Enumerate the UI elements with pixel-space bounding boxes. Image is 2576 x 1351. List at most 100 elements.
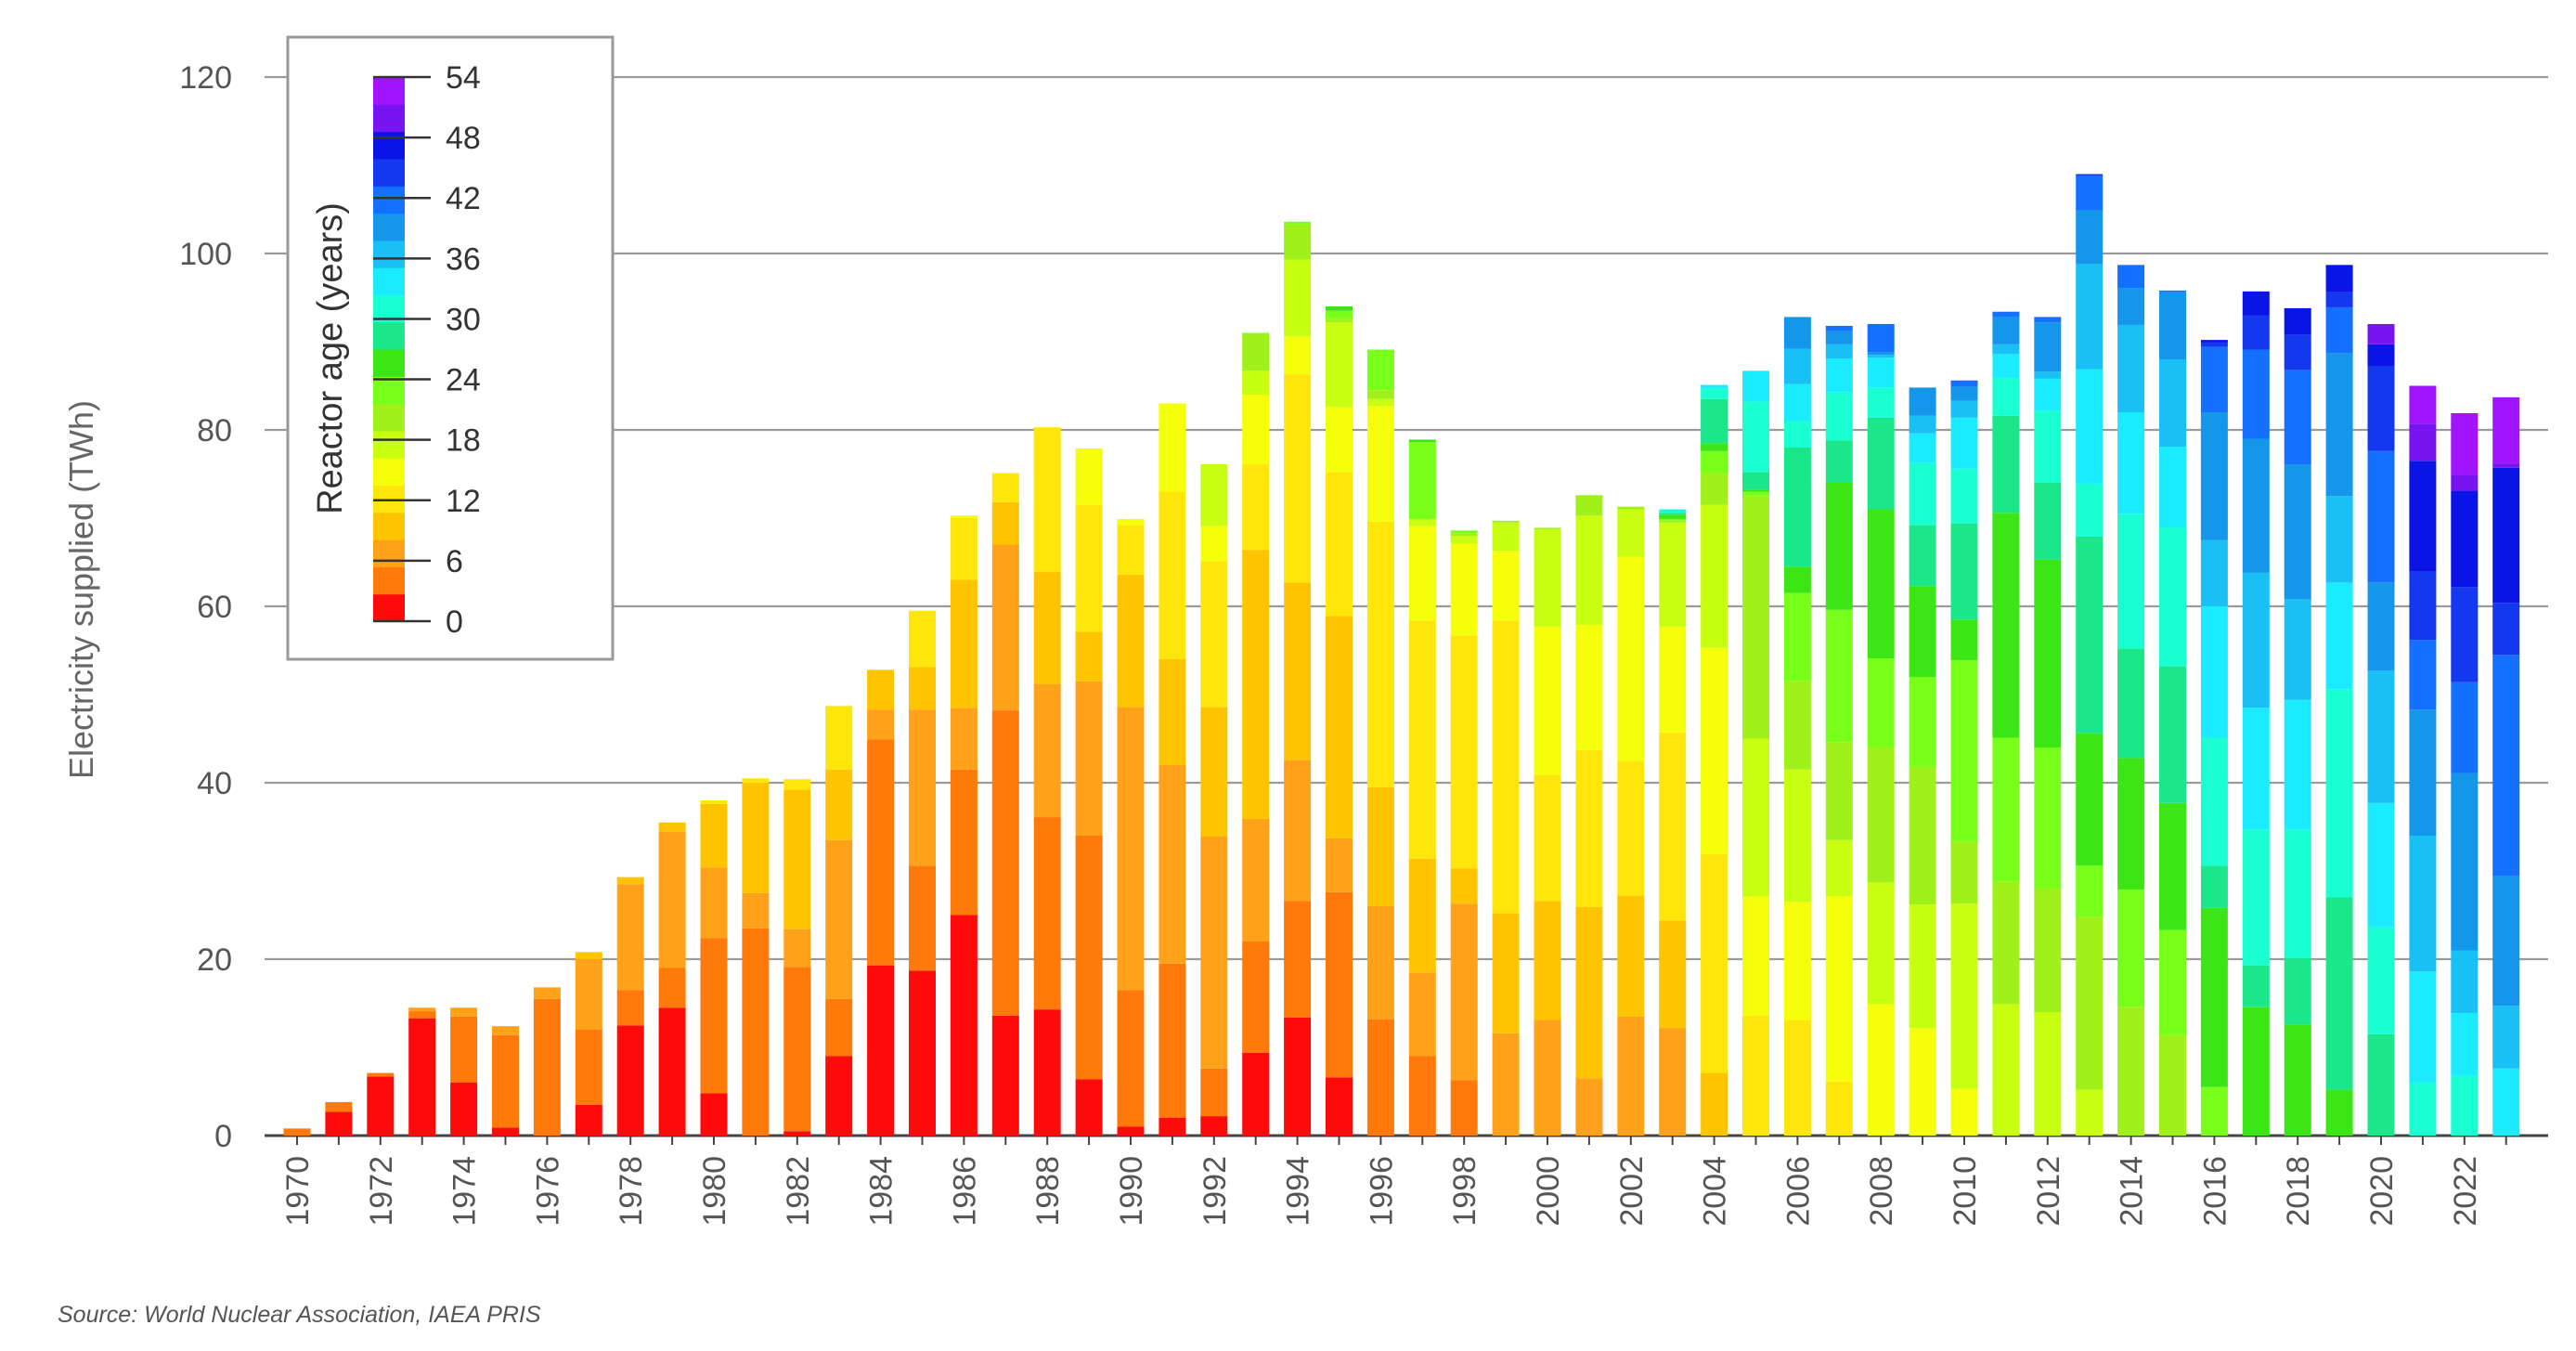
legend-tick-label: 6 <box>446 544 463 579</box>
bar-segment-2012-age-42 <box>2034 322 2062 372</box>
bar-segment-1981-age-12 <box>742 778 770 783</box>
y-tick-label: 80 <box>197 413 232 448</box>
bar-segment-2011-age-33 <box>1992 377 2020 416</box>
bar-segment-2014-age-24 <box>2117 889 2145 1007</box>
bar-segment-1985-age-9 <box>909 667 936 710</box>
bar-segment-2008-age-42 <box>1867 352 1895 356</box>
bar-segment-2006-age-15 <box>1783 902 1811 1020</box>
bar-segment-2007-age-18 <box>1825 839 1853 897</box>
bar-segment-2009-age-21 <box>1909 766 1936 905</box>
bar-segment-2005-age-15 <box>1742 896 1769 1016</box>
bar-segment-2023-age-54 <box>2492 463 2520 468</box>
y-tick-label: 40 <box>197 766 232 801</box>
x-tick-label: 1990 <box>1114 1156 1149 1227</box>
bar-segment-1994-age-15 <box>1284 336 1312 375</box>
bar-segment-2023-age-45 <box>2492 655 2520 877</box>
bar-segment-2017-age-42 <box>2242 438 2270 573</box>
bar-segment-1974-age-0 <box>450 1083 478 1136</box>
bar-segment-2003-age-24 <box>1659 518 1687 521</box>
bar-segment-2023-age-42 <box>2492 876 2520 1007</box>
bar-segment-2011-age-24 <box>1992 737 2020 882</box>
bar-segment-2011-age-18 <box>1992 1004 2020 1136</box>
bar-segment-1995-age-15 <box>1326 407 1353 473</box>
bar-segment-1998-age-3 <box>1450 1080 1478 1136</box>
bar-segment-2001-age-9 <box>1575 906 1603 1079</box>
x-tick-label: 2020 <box>2364 1156 2400 1227</box>
bar-segment-1977-age-6 <box>575 959 602 1030</box>
bar-segment-2017-age-51 <box>2242 291 2270 316</box>
bar-segment-2010-age-36 <box>1950 417 1978 469</box>
bar-segment-2013-age-24 <box>2076 865 2104 917</box>
bar-segment-2016-age-51 <box>2200 340 2228 343</box>
bar-segment-1978-age-9 <box>616 877 644 885</box>
bar-segment-2016-age-27 <box>2200 907 2228 1087</box>
legend-tick-label: 42 <box>446 181 481 216</box>
bar-segment-2000-age-15 <box>1534 626 1561 775</box>
bar-segment-2023-age-57 <box>2492 396 2520 464</box>
bar-segment-2004-age-36 <box>1701 384 1728 389</box>
bar-segment-2001-age-12 <box>1575 749 1603 907</box>
bar-segment-2013-age-45 <box>2076 175 2104 211</box>
x-tick-label: 1996 <box>1364 1156 1399 1227</box>
bar-segment-2008-age-36 <box>1867 357 1895 388</box>
bar-segment-1994-age-12 <box>1284 374 1312 583</box>
bar-segment-1999-age-12 <box>1492 620 1520 914</box>
bar-segment-1983-age-6 <box>825 839 853 999</box>
bar-segment-2015-age-30 <box>2159 666 2186 803</box>
legend-ticks: 0 6 12 18 24 30 36 42 48 54 <box>373 60 481 640</box>
bar-segment-2015-age-27 <box>2159 802 2186 930</box>
bar-segment-2014-age-27 <box>2117 758 2145 890</box>
bar-segment-1995-age-0 <box>1326 1077 1353 1136</box>
bar-segment-1979-age-0 <box>658 1007 686 1136</box>
bar-segment-2004-age-30 <box>1701 398 1728 444</box>
legend-swatch <box>373 131 405 160</box>
legend-swatch <box>373 376 405 405</box>
legend-swatch <box>373 77 405 105</box>
legend-tick-label: 30 <box>446 302 481 337</box>
bar-segment-1980-age-12 <box>700 800 728 804</box>
bar-segment-2009-age-15 <box>1909 1028 1936 1136</box>
bar-segment-1997-age-15 <box>1408 526 1436 621</box>
bar-segment-2020-age-30 <box>2367 1033 2395 1136</box>
bar-segment-2010-age-33 <box>1950 468 1978 524</box>
bar-segment-1986-age-6 <box>950 708 977 770</box>
bar-segment-1992-age-9 <box>1200 707 1228 837</box>
bar-segment-2004-age-21 <box>1701 473 1728 505</box>
bar-segment-2011-age-36 <box>1992 354 2020 378</box>
bar-segment-1989-age-0 <box>1075 1079 1103 1136</box>
bar-segment-2007-age-12 <box>1825 1082 1853 1136</box>
bar-segment-1973-age-0 <box>408 1018 436 1136</box>
bar-segment-2015-age-45 <box>2159 290 2186 292</box>
bar-segment-2009-age-24 <box>1909 677 1936 767</box>
bar-segment-2011-age-27 <box>1992 513 2020 738</box>
legend-tick-label: 48 <box>446 121 481 156</box>
bar-segment-1977-age-9 <box>575 952 602 959</box>
legend-tick-label: 36 <box>446 241 481 277</box>
bar-segment-1993-age-0 <box>1242 1052 1270 1136</box>
bar-segment-1991-age-12 <box>1159 491 1186 659</box>
bar-segment-2015-age-42 <box>2159 292 2186 359</box>
y-tick-label: 60 <box>197 590 232 625</box>
legend-swatch <box>373 240 405 268</box>
bar-segment-2012-age-21 <box>2034 889 2062 1012</box>
bar-segment-2022-age-57 <box>2451 412 2479 475</box>
bar-segment-2013-age-18 <box>2076 1089 2104 1136</box>
bar-segment-1991-age-3 <box>1159 963 1186 1118</box>
bar-segment-2009-age-30 <box>1909 525 1936 587</box>
bar-segment-2016-age-39 <box>2200 539 2228 606</box>
bar-segment-2017-age-33 <box>2242 829 2270 966</box>
bar-segment-2000-age-21 <box>1534 527 1561 530</box>
x-tick-label: 1988 <box>1030 1156 1066 1227</box>
bar-segment-2018-age-30 <box>2284 958 2311 1025</box>
bar-segment-2018-age-33 <box>2284 829 2311 959</box>
bar-segment-2012-age-45 <box>2034 317 2062 323</box>
bar-segment-2022-age-48 <box>2451 587 2479 682</box>
legend-swatch <box>373 430 405 459</box>
bar-segment-1998-age-24 <box>1450 530 1478 534</box>
bar-segment-1974-age-3 <box>450 1016 478 1083</box>
bar-segment-2013-age-48 <box>2076 174 2104 176</box>
bar-segment-1992-age-15 <box>1200 526 1228 562</box>
bar-segment-2000-age-18 <box>1534 529 1561 627</box>
bar-segment-1982-age-3 <box>783 967 811 1132</box>
bar-segment-1996-age-9 <box>1366 786 1394 906</box>
